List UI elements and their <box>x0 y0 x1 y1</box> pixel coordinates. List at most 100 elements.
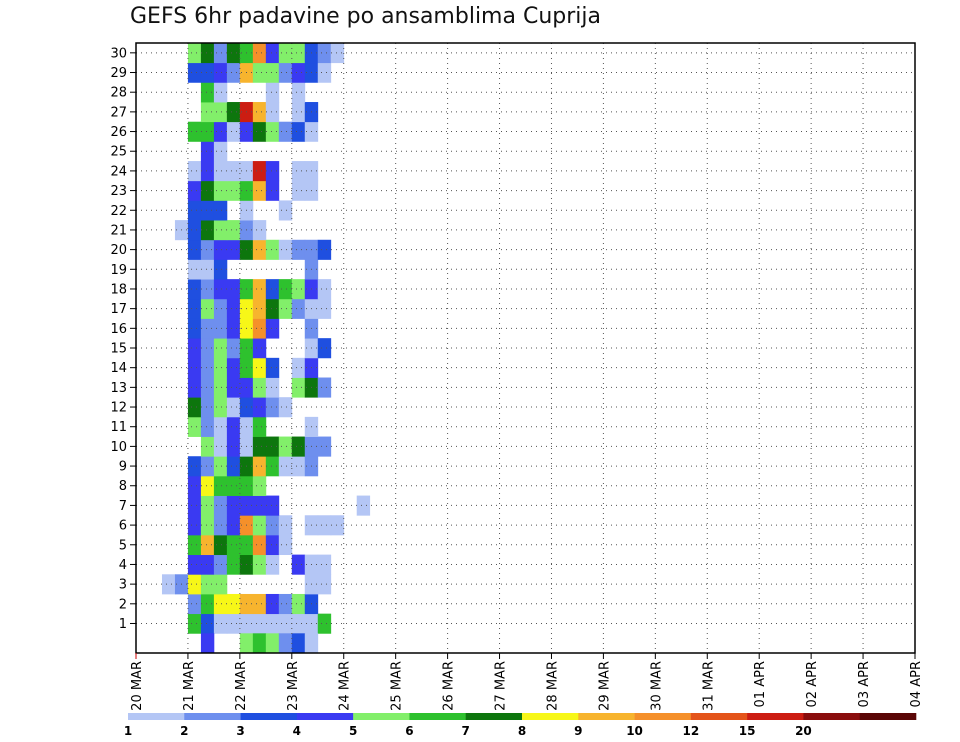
heatmap-cell <box>252 495 267 516</box>
heatmap-cell <box>226 180 241 201</box>
heatmap-cell <box>226 436 241 457</box>
heatmap-cell <box>291 436 306 457</box>
heatmap-cell <box>252 62 267 83</box>
y-tick-label: 6 <box>119 519 127 534</box>
heatmap-cell <box>265 515 280 536</box>
heatmap-cell <box>291 161 306 182</box>
heatmap-cell <box>265 62 280 83</box>
heatmap-cell <box>213 62 228 83</box>
heatmap-cell <box>252 554 267 575</box>
heatmap-cell <box>200 220 215 241</box>
heatmap-cell <box>291 456 306 477</box>
heatmap-cell <box>200 259 215 280</box>
heatmap-cell <box>187 121 202 142</box>
heatmap-cell <box>317 515 332 536</box>
heatmap-cell <box>187 515 202 536</box>
heatmap-cell <box>291 613 306 634</box>
heatmap-cell <box>213 397 228 418</box>
heatmap-cell <box>278 279 293 300</box>
colorbar-swatch <box>128 713 185 720</box>
heatmap-cell <box>213 82 228 103</box>
heatmap-cell <box>213 338 228 359</box>
heatmap-cell <box>265 102 280 123</box>
y-tick-label: 1 <box>119 617 127 632</box>
heatmap-cell <box>226 357 241 378</box>
heatmap-cell <box>317 436 332 457</box>
heatmap-cell <box>278 298 293 319</box>
heatmap-cell <box>278 534 293 556</box>
heatmap-cell <box>252 633 267 654</box>
y-tick-label: 4 <box>119 558 127 573</box>
heatmap-cell <box>213 416 228 437</box>
heatmap-cell <box>252 43 267 64</box>
heatmap-cell <box>226 515 241 536</box>
heatmap-cell <box>187 574 202 595</box>
colorbar-swatch <box>690 713 748 720</box>
colorbar-swatch <box>296 713 354 720</box>
heatmap-cell <box>304 633 319 654</box>
heatmap-cell <box>265 279 280 300</box>
y-tick-label: 20 <box>110 243 127 258</box>
colorbar-label: 7 <box>462 724 470 738</box>
heatmap-cell <box>200 554 215 575</box>
heatmap-cell <box>278 436 293 457</box>
heatmap-cell <box>187 495 202 516</box>
heatmap-cell <box>200 180 215 201</box>
colorbar-label: 4 <box>293 724 301 738</box>
x-tick-label: 03 APR <box>857 661 872 707</box>
heatmap-cell <box>252 180 267 201</box>
heatmap-cell <box>200 338 215 359</box>
heatmap-cell <box>226 220 241 241</box>
y-tick-label: 22 <box>110 204 127 219</box>
heatmap-cell <box>200 515 215 536</box>
heatmap-cell <box>317 574 332 595</box>
heatmap-cell <box>226 456 241 477</box>
heatmap-cell <box>252 338 267 359</box>
heatmap-cell <box>200 495 215 516</box>
y-tick-label: 29 <box>110 66 127 81</box>
colorbar-swatch <box>634 713 692 720</box>
heatmap-cell <box>213 613 228 634</box>
heatmap-cell <box>317 279 332 300</box>
colorbar-label: 2 <box>180 724 188 738</box>
y-tick-label: 30 <box>110 46 127 61</box>
heatmap-cell <box>213 475 228 496</box>
heatmap-cell <box>200 593 215 615</box>
heatmap-cell <box>213 515 228 536</box>
y-tick-label: 3 <box>119 578 127 593</box>
heatmap-cell <box>200 121 215 142</box>
heatmap-cell <box>200 43 215 64</box>
heatmap-cell <box>213 377 228 398</box>
heatmap-cell <box>317 554 332 575</box>
heatmap-cell <box>291 43 306 64</box>
y-tick-label: 17 <box>110 302 127 317</box>
heatmap-cell <box>226 62 241 83</box>
heatmap-cell <box>252 357 267 378</box>
heatmap-cell <box>226 161 241 182</box>
colorbar-label: 5 <box>349 724 357 738</box>
heatmap-cell <box>291 239 306 260</box>
heatmap-cell <box>200 436 215 457</box>
heatmap-cell <box>252 161 267 182</box>
y-tick-label: 11 <box>110 420 127 435</box>
y-tick-label: 16 <box>110 322 127 337</box>
y-tick-label: 7 <box>119 499 127 514</box>
colorbar-swatch <box>240 713 298 720</box>
heatmap-cell <box>213 554 228 575</box>
y-tick-label: 19 <box>110 263 127 278</box>
heatmap-cell <box>187 377 202 398</box>
x-tick-label: 23 MAR <box>286 661 301 711</box>
heatmap-cell <box>226 239 241 260</box>
heatmap-cell <box>291 180 306 201</box>
heatmap-cell <box>291 102 306 123</box>
heatmap-cell <box>265 318 280 339</box>
heatmap-cell <box>265 82 280 103</box>
heatmap-cell <box>200 377 215 398</box>
heatmap-cell <box>252 436 267 457</box>
colorbar-swatch <box>747 713 804 720</box>
y-tick-label: 26 <box>110 125 127 140</box>
heatmap-cell <box>213 534 228 556</box>
x-tick-label: 31 MAR <box>701 661 716 711</box>
x-axis: 20 MAR 21 MAR 22 MAR 23 MAR 24 MAR 25 MAR 26 M… <box>130 653 924 711</box>
heatmap-cell <box>187 397 202 418</box>
